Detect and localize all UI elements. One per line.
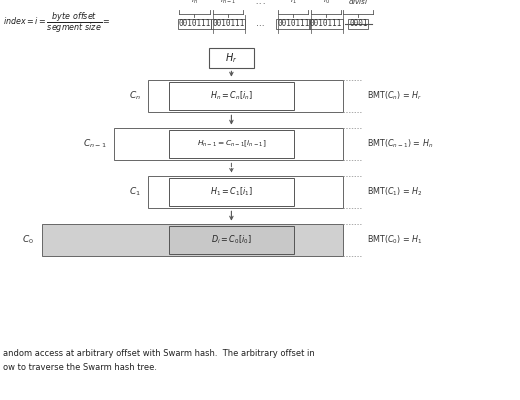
Text: $\mathit{index} = \mathit{i} = \dfrac{\mathit{byte\ offset}}{\mathit{segment\ si: $\mathit{index} = \mathit{i} = \dfrac{\m… (3, 11, 110, 36)
Text: $i_1$: $i_1$ (290, 0, 296, 6)
Text: 0010111: 0010111 (310, 20, 342, 28)
Text: $...$: $...$ (255, 0, 266, 6)
Text: $C_n$: $C_n$ (128, 90, 140, 102)
Text: $H_{n-1} = C_{n-1}[i_{n-1}]$: $H_{n-1} = C_{n-1}[i_{n-1}]$ (197, 139, 266, 149)
FancyBboxPatch shape (209, 48, 254, 68)
Text: $H_n = C_n[i_n]$: $H_n = C_n[i_n]$ (210, 90, 253, 102)
Text: andom access at arbitrary offset with Swarm hash.  The arbitrary offset in: andom access at arbitrary offset with Sw… (3, 350, 315, 358)
FancyBboxPatch shape (114, 128, 343, 160)
Text: BMT$(C_{n-1})$ = $H_n$: BMT$(C_{n-1})$ = $H_n$ (367, 138, 433, 150)
Text: BMT$(C_1)$ = $H_2$: BMT$(C_1)$ = $H_2$ (367, 186, 422, 198)
FancyBboxPatch shape (169, 178, 294, 206)
Text: $C_1$: $C_1$ (128, 186, 140, 198)
Text: $D_i = C_0[i_0]$: $D_i = C_0[i_0]$ (211, 234, 252, 246)
Text: BMT$(C_n)$ = $H_r$: BMT$(C_n)$ = $H_r$ (367, 90, 422, 102)
Text: 0010111: 0010111 (212, 20, 244, 28)
Text: 0010111: 0010111 (277, 20, 309, 28)
FancyBboxPatch shape (169, 82, 294, 110)
Text: 0001: 0001 (349, 20, 368, 28)
Text: $C_{n-1}$: $C_{n-1}$ (83, 138, 107, 150)
Text: $C_0$: $C_0$ (22, 234, 34, 246)
FancyBboxPatch shape (148, 176, 343, 208)
Text: ow to traverse the Swarm hash tree.: ow to traverse the Swarm hash tree. (3, 363, 157, 372)
Text: $i_{n-1}$: $i_{n-1}$ (220, 0, 236, 6)
FancyBboxPatch shape (148, 80, 343, 112)
FancyBboxPatch shape (42, 224, 343, 256)
FancyBboxPatch shape (169, 130, 294, 158)
Text: $\mathit{divisi}$: $\mathit{divisi}$ (348, 0, 369, 6)
FancyBboxPatch shape (169, 226, 294, 254)
Text: ...: ... (256, 20, 265, 28)
Text: 0010111: 0010111 (178, 20, 211, 28)
Text: $i_n$: $i_n$ (191, 0, 198, 6)
Text: BMT$(C_0)$ = $H_1$: BMT$(C_0)$ = $H_1$ (367, 234, 422, 246)
Text: $i_0$: $i_0$ (322, 0, 330, 6)
Text: $H_r$: $H_r$ (225, 51, 238, 65)
Text: $H_1 = C_1[i_1]$: $H_1 = C_1[i_1]$ (210, 186, 253, 198)
